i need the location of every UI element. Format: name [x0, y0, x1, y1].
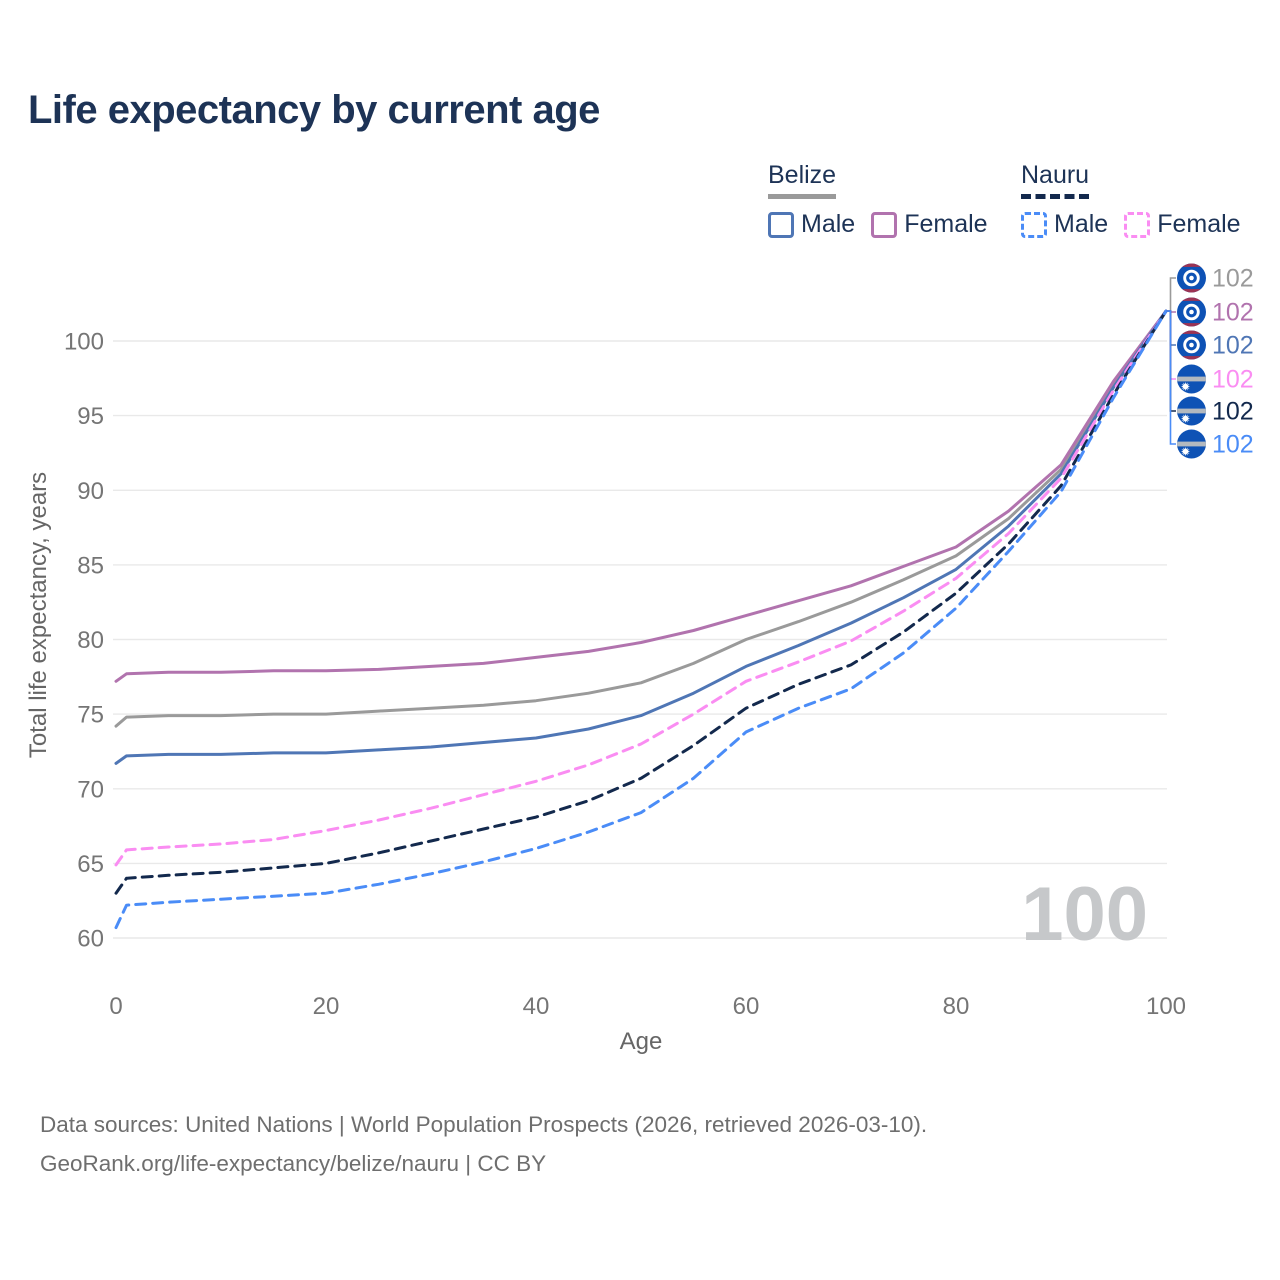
y-tick-label-65: 65	[77, 851, 104, 878]
legend-group-belize: Belize Male Female	[768, 161, 988, 239]
end-label-belize-total: 102	[1177, 263, 1254, 293]
x-axis-title: Age	[620, 1028, 663, 1055]
end-label-nauru-male: 102	[1177, 429, 1254, 459]
belize-top-stripe	[1177, 263, 1206, 267]
x-tick-label-20: 20	[313, 993, 340, 1020]
belize-total-line-swatch	[768, 194, 837, 199]
end-label-leader-nauru-male	[1166, 310, 1176, 445]
legend-country-belize-label: Belize	[768, 161, 837, 189]
x-tick-label-60: 60	[733, 993, 760, 1020]
belize-top-stripe	[1177, 297, 1206, 301]
footer-attribution-link: GeoRank.org/life-expectancy/belize/nauru…	[40, 1150, 547, 1176]
legend-label-belize-male: Male	[801, 210, 856, 238]
belize-emblem-dot	[1189, 275, 1194, 281]
y-tick-label-100: 100	[64, 329, 104, 356]
legend-group-nauru: Nauru Male Female	[1021, 161, 1241, 239]
belize-female-swatch-icon	[871, 211, 898, 238]
legend-item-nauru-female[interactable]: Female	[1124, 210, 1241, 239]
series-line-belize-male	[114, 309, 1168, 765]
end-label-nauru-female: 102	[1177, 364, 1254, 394]
legend-country-nauru[interactable]: Nauru	[1021, 161, 1090, 199]
end-label-value-nauru-female: 102	[1212, 366, 1254, 394]
footer-data-sources: Data sources: United Nations | World Pop…	[40, 1112, 928, 1137]
end-label-value-nauru-male: 102	[1212, 431, 1254, 459]
current-age-watermark: 100	[1021, 872, 1148, 957]
y-tick-label-70: 70	[77, 776, 104, 803]
series-line-belize-total	[114, 309, 1168, 728]
belize-male-swatch-icon	[768, 211, 794, 238]
belize-flag-icon	[1177, 297, 1206, 327]
y-tick-label-95: 95	[77, 403, 104, 430]
y-tick-label-90: 90	[77, 478, 104, 505]
legend-items-nauru: Male Female	[1021, 210, 1241, 239]
belize-emblem-dot	[1189, 342, 1194, 348]
series-line-nauru-total	[114, 309, 1168, 895]
legend-label-nauru-female: Female	[1157, 210, 1241, 238]
belize-flag-icon	[1177, 263, 1206, 293]
nauru-male-swatch-icon	[1021, 211, 1047, 238]
end-label-belize-male: 102	[1177, 330, 1254, 360]
nauru-star	[1180, 446, 1191, 457]
y-tick-label-80: 80	[77, 627, 104, 654]
nauru-flag-icon	[1177, 429, 1206, 459]
nauru-flag-icon	[1177, 364, 1206, 394]
legend-items-belize: Male Female	[768, 210, 988, 239]
belize-emblem-ring	[1183, 303, 1200, 321]
legend-country-nauru-label: Nauru	[1021, 161, 1090, 189]
legend-label-belize-female: Female	[904, 210, 988, 238]
end-label-value-belize-total: 102	[1212, 265, 1254, 293]
series-line-belize-female	[114, 309, 1168, 683]
belize-emblem-dot	[1189, 309, 1194, 315]
x-tick-label-0: 0	[109, 993, 122, 1020]
y-axis-title: Total life expectancy, years	[25, 472, 52, 758]
belize-bottom-stripe	[1177, 323, 1206, 327]
nauru-stripe	[1177, 441, 1206, 447]
nauru-star	[1180, 381, 1191, 392]
x-tick-label-80: 80	[943, 993, 970, 1020]
end-label-belize-female: 102	[1177, 297, 1254, 327]
belize-flag-icon	[1177, 330, 1206, 360]
nauru-female-swatch-icon	[1124, 211, 1151, 238]
series-line-nauru-male	[114, 309, 1168, 930]
legend-label-nauru-male: Male	[1054, 210, 1109, 238]
belize-bottom-stripe	[1177, 289, 1206, 293]
y-tick-label-75: 75	[77, 702, 104, 729]
legend-item-belize-female[interactable]: Female	[871, 210, 988, 239]
x-tick-label-100: 100	[1146, 993, 1186, 1020]
y-tick-label-60: 60	[77, 926, 104, 953]
end-label-value-belize-male: 102	[1212, 332, 1254, 360]
series-line-nauru-female	[114, 309, 1168, 867]
belize-emblem-ring	[1183, 336, 1200, 354]
footer: Data sources: United Nations | World Pop…	[40, 1106, 927, 1184]
nauru-star	[1180, 413, 1191, 424]
page-title: Life expectancy by current age	[28, 88, 600, 132]
nauru-stripe	[1177, 376, 1206, 382]
nauru-flag-icon	[1177, 396, 1206, 426]
legend-country-belize[interactable]: Belize	[768, 161, 837, 199]
end-label-value-belize-female: 102	[1212, 299, 1254, 327]
belize-top-stripe	[1177, 330, 1206, 334]
belize-bottom-stripe	[1177, 356, 1206, 360]
end-label-leader-belize-total	[1166, 277, 1176, 312]
nauru-total-line-swatch	[1021, 194, 1090, 199]
legend-item-belize-male[interactable]: Male	[768, 210, 855, 239]
y-tick-label-85: 85	[77, 552, 104, 579]
end-label-nauru-total: 102	[1177, 396, 1254, 426]
end-label-value-nauru-total: 102	[1212, 398, 1254, 426]
nauru-stripe	[1177, 408, 1206, 414]
x-tick-label-40: 40	[523, 993, 550, 1020]
legend-item-nauru-male[interactable]: Male	[1021, 210, 1108, 239]
belize-emblem-ring	[1183, 269, 1200, 287]
